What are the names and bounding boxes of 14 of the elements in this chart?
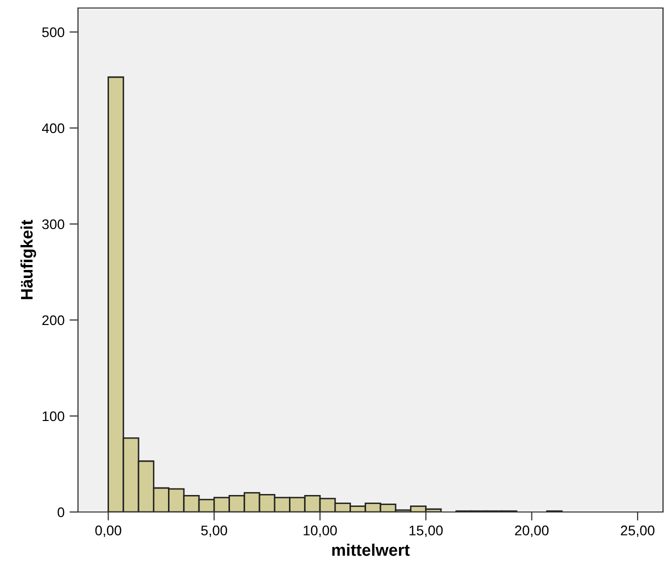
y-tick-label: 500 (42, 27, 64, 38)
x-tick-label: 10,00 (304, 526, 337, 538)
x-axis-title: mittelwert (332, 544, 410, 556)
x-tick-label: 15,00 (410, 526, 443, 538)
y-tick-label: 400 (42, 123, 64, 134)
y-tick-label: 0 (58, 507, 64, 518)
y-tick-label: 100 (42, 411, 64, 422)
x-tick-label: 25,00 (620, 526, 654, 538)
x-tick-label: 0,00 (95, 526, 122, 538)
y-tick-label: 300 (42, 219, 64, 230)
x-tick-label: 5,00 (201, 526, 228, 538)
y-axis-title: Häufigkeit (20, 220, 36, 300)
y-tick-label: 200 (42, 315, 64, 326)
x-tick-label: 20,00 (515, 526, 549, 538)
